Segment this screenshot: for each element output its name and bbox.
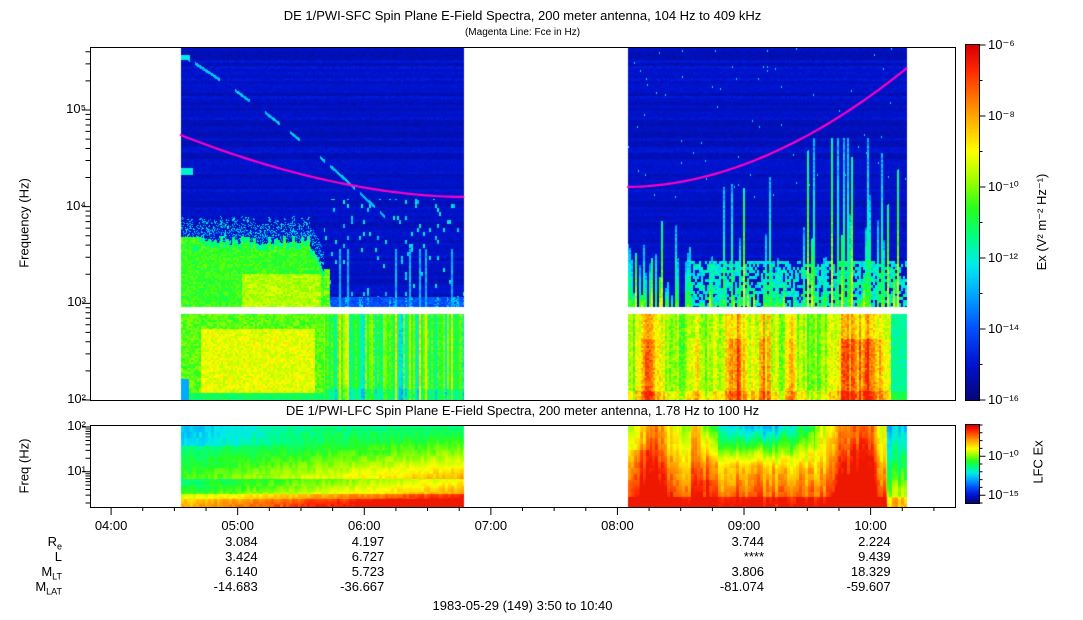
sfc-colorbar bbox=[966, 45, 979, 400]
sfc-title: DE 1/PWI-SFC Spin Plane E-Field Spectra,… bbox=[283, 8, 762, 23]
time-axis-hour-label: 05:00 bbox=[221, 518, 254, 533]
ephemeris-value: 6.727 bbox=[351, 549, 385, 564]
lfc-colorbar-tick-label: 10⁻¹⁰ bbox=[988, 448, 1019, 464]
time-axis-hour-label: 10:00 bbox=[854, 518, 887, 533]
sfc-colorbar-tick-label: 10⁻¹⁴ bbox=[988, 321, 1020, 336]
lfc-title: DE 1/PWI-LFC Spin Plane E-Field Spectra,… bbox=[285, 403, 760, 418]
time-axis-hour-label: 07:00 bbox=[474, 518, 508, 533]
ephemeris-value: -14.683 bbox=[213, 579, 258, 594]
ephemeris-value: 5.723 bbox=[351, 564, 385, 579]
ephemeris-value: 3.424 bbox=[225, 549, 258, 564]
time-axis-hour-label: 09:00 bbox=[727, 518, 761, 533]
ephemeris-value: 4.197 bbox=[351, 534, 385, 549]
sfc-y-axis-label: Frequency (Hz) bbox=[16, 178, 32, 268]
ephemeris-value: **** bbox=[743, 549, 765, 564]
lfc-colorbar-tick-label: 10⁻¹⁵ bbox=[988, 487, 1020, 503]
sfc-spectrogram bbox=[91, 48, 954, 400]
sfc-colorbar-tick-label: 10⁻⁶ bbox=[988, 37, 1015, 52]
lfc-y-axis-label: Freq (Hz) bbox=[16, 438, 32, 494]
sfc-y-tick-label: 10² bbox=[67, 391, 86, 406]
sfc-colorbar-tick-label: 10⁻⁸ bbox=[988, 108, 1015, 123]
ephemeris-value: 3.744 bbox=[731, 534, 765, 549]
ephemeris-value: 18.329 bbox=[850, 564, 891, 579]
ephemeris-row-label: Re bbox=[47, 534, 62, 552]
time-axis-hour-label: 04:00 bbox=[94, 518, 128, 533]
ephemeris-value: 9.439 bbox=[858, 549, 891, 564]
footer-date: 1983-05-29 (149) 3:50 to 10:40 bbox=[432, 598, 613, 613]
ephemeris-value: -59.607 bbox=[846, 579, 891, 594]
ephemeris-value: -81.074 bbox=[719, 579, 765, 594]
ephemeris-row-label: MLAT bbox=[35, 579, 62, 597]
sfc-y-tick-label: 10³ bbox=[67, 294, 86, 310]
lfc-spectrogram bbox=[91, 426, 954, 507]
ephemeris-value: -36.667 bbox=[340, 579, 385, 594]
ephemeris-row-label: MLT bbox=[41, 564, 62, 582]
sfc-y-tick-label: 10⁵ bbox=[66, 100, 86, 116]
time-axis-hour-label: 08:00 bbox=[601, 518, 634, 533]
lfc-y-tick-label: 10² bbox=[67, 417, 86, 433]
ephemeris-value: 2.224 bbox=[858, 534, 891, 549]
lfc-y-tick-label: 10¹ bbox=[67, 462, 86, 478]
sfc-colorbar-tick-label: 10⁻¹⁰ bbox=[988, 179, 1019, 194]
sfc-colorbar-tick-label: 10⁻¹⁶ bbox=[988, 392, 1020, 407]
ephemeris-row-label: L bbox=[54, 549, 62, 564]
sfc-colorbar-tick-label: 10⁻¹² bbox=[988, 250, 1018, 265]
ephemeris-value: 3.084 bbox=[225, 534, 258, 549]
time-axis-hour-label: 06:00 bbox=[347, 518, 381, 533]
ephemeris-value: 6.140 bbox=[225, 564, 258, 579]
sfc-y-tick-label: 10⁴ bbox=[65, 197, 86, 213]
sfc-subtitle: (Magenta Line: Fce in Hz) bbox=[464, 27, 581, 38]
ephemeris-value: 3.806 bbox=[731, 564, 765, 579]
lfc-colorbar bbox=[966, 425, 979, 503]
